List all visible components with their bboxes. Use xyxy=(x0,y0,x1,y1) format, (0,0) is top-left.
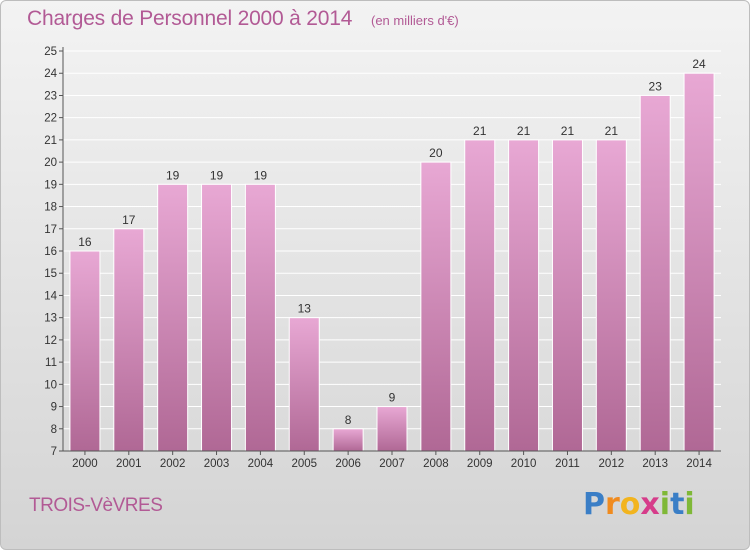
data-label: 19 xyxy=(254,168,268,182)
bar xyxy=(157,183,189,452)
data-label: 16 xyxy=(78,235,92,249)
y-tick-label: 11 xyxy=(45,357,57,369)
x-tick-label: 2003 xyxy=(204,458,230,470)
y-tick-label: 18 xyxy=(44,202,57,214)
y-tick-label: 14 xyxy=(44,290,57,302)
bar xyxy=(113,228,145,452)
y-tick-label: 12 xyxy=(44,335,57,347)
y-tick-label: 24 xyxy=(44,68,57,80)
x-tick-label: 2013 xyxy=(642,458,668,470)
logo-letter: x xyxy=(640,487,660,522)
x-tick-label: 2002 xyxy=(160,458,186,470)
axes-layer: 7 8 9 10 11 12 13 14 15 16 17 18 19 20 21 22 23 24 25 2000 2… xyxy=(44,46,721,470)
bars-layer: 16 17 19 19 19 13 8 9 20 21 21 21 21 23 24 xyxy=(69,57,715,452)
bar xyxy=(551,139,583,452)
x-tick-label: 2007 xyxy=(379,458,405,470)
data-label: 24 xyxy=(692,57,706,71)
logo-letter: i xyxy=(659,487,671,522)
x-tick-label: 2008 xyxy=(423,458,449,470)
x-tick-label: 2004 xyxy=(248,458,274,470)
y-tick-label: 9 xyxy=(51,402,57,414)
y-tick-label: 17 xyxy=(44,224,57,236)
y-tick-label: 15 xyxy=(44,268,57,280)
chart-title: Charges de Personnel 2000 à 2014 xyxy=(27,7,353,30)
x-tick-label: 2000 xyxy=(72,458,98,470)
proxiti-logo: Proxiti xyxy=(583,487,695,522)
bar xyxy=(288,317,320,452)
data-label: 21 xyxy=(605,124,619,138)
y-tick-label: 7 xyxy=(51,446,57,458)
x-tick-label: 2011 xyxy=(555,458,580,470)
data-label: 9 xyxy=(389,391,396,405)
bar xyxy=(332,428,364,452)
data-label: 23 xyxy=(649,79,663,93)
y-tick-label: 16 xyxy=(44,246,57,258)
x-tick-label: 2005 xyxy=(291,458,317,470)
x-tick-label: 2010 xyxy=(511,458,537,470)
y-tick-label: 10 xyxy=(44,379,57,391)
y-tick-label: 22 xyxy=(44,113,57,125)
data-label: 13 xyxy=(298,302,312,316)
bar xyxy=(69,250,101,452)
logo-letter: r xyxy=(605,487,620,522)
y-tick-label: 13 xyxy=(44,313,57,325)
bar xyxy=(639,94,671,452)
y-tick-label: 20 xyxy=(44,157,57,169)
data-label: 19 xyxy=(166,168,180,182)
logo-letter: t xyxy=(670,487,685,522)
data-label: 17 xyxy=(122,213,136,227)
bar xyxy=(201,183,233,452)
data-label: 19 xyxy=(210,168,224,182)
data-label: 21 xyxy=(561,124,575,138)
x-tick-label: 2014 xyxy=(686,458,712,470)
chart-subtitle: (en milliers d'€) xyxy=(371,13,459,28)
bar xyxy=(683,72,715,452)
y-tick-label: 19 xyxy=(44,179,57,191)
data-label: 21 xyxy=(517,124,531,138)
x-tick-label: 2012 xyxy=(599,458,625,470)
y-tick-label: 25 xyxy=(44,46,57,58)
logo-letter: i xyxy=(684,487,695,522)
data-label: 20 xyxy=(429,146,443,160)
x-tick-label: 2006 xyxy=(335,458,361,470)
bar xyxy=(244,183,276,452)
bar xyxy=(595,139,627,452)
x-tick-label: 2009 xyxy=(467,458,493,470)
bar xyxy=(508,139,540,452)
bar xyxy=(464,139,496,452)
logo-letter: P xyxy=(583,487,605,522)
data-label: 21 xyxy=(473,124,487,138)
logo-letter: o xyxy=(619,487,641,522)
data-label: 8 xyxy=(345,413,352,427)
y-tick-label: 21 xyxy=(44,135,57,147)
bar xyxy=(376,406,408,452)
y-tick-label: 23 xyxy=(44,90,57,102)
x-tick-label: 2001 xyxy=(116,458,142,470)
bar xyxy=(420,161,452,452)
y-tick-label: 8 xyxy=(51,424,57,436)
commune-name: TROIS-VèVRES xyxy=(29,495,163,516)
